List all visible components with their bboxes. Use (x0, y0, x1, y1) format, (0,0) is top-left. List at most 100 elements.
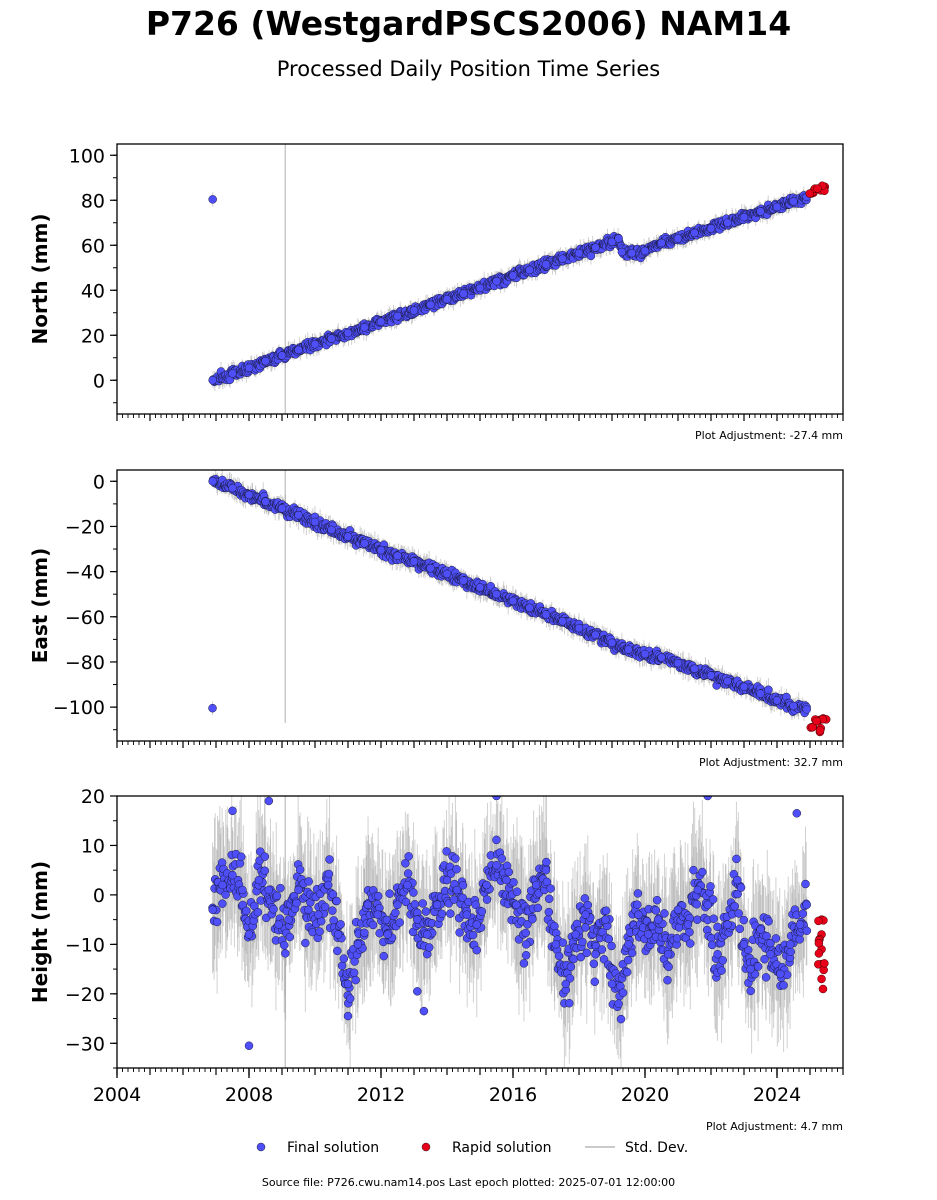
x-tick-label: 2012 (357, 1084, 405, 1106)
final-point (753, 962, 763, 971)
y-tick-label: 60 (81, 235, 105, 257)
y-tick-label: −100 (53, 697, 105, 719)
final-point (574, 623, 584, 633)
final-point (337, 961, 347, 970)
final-point (432, 900, 442, 910)
y-tick-label: −60 (65, 607, 105, 629)
final-point (544, 894, 554, 904)
final-point (607, 237, 617, 247)
final-point (764, 685, 773, 695)
plot-adjustment-label: Plot Adjustment: 32.7 mm (699, 756, 843, 769)
final-point (310, 340, 320, 349)
final-point (672, 934, 682, 943)
final-point (607, 979, 617, 989)
final-point (591, 243, 600, 252)
final-point (607, 941, 616, 951)
final-point (583, 900, 593, 910)
rapid-point (808, 723, 817, 732)
final-point (591, 950, 600, 959)
final-point (512, 900, 521, 910)
final-point (693, 885, 703, 895)
final-point (673, 234, 683, 243)
final-point (508, 271, 518, 280)
final-point (279, 940, 289, 950)
final-point (633, 900, 642, 909)
final-point (419, 1006, 429, 1016)
final-point (723, 676, 732, 686)
final-point (376, 317, 386, 326)
final-point (541, 260, 551, 269)
final-point (772, 696, 782, 705)
final-point (294, 510, 303, 520)
final-point (519, 959, 529, 968)
final-point (569, 954, 578, 964)
final-point (590, 977, 600, 987)
final-point (294, 885, 303, 895)
final-point (472, 920, 481, 929)
final-point (442, 875, 452, 885)
final-point (589, 959, 599, 969)
final-point (771, 934, 781, 943)
final-point (228, 483, 237, 493)
final-point (739, 940, 749, 949)
final-point (707, 940, 717, 950)
x-tick-label: 2016 (489, 1084, 537, 1106)
final-point (403, 880, 412, 890)
final-solution-points (208, 191, 811, 386)
final-point (292, 898, 301, 908)
legend-marker (421, 1142, 431, 1152)
final-point (284, 915, 293, 924)
final-point (208, 376, 217, 385)
final-point (776, 969, 785, 979)
panel-1: 0 20 40 60 80 100 North (mm) Plot Adjustment: -… (28, 143, 844, 442)
final-point (644, 930, 653, 939)
rapid-point (817, 974, 826, 984)
final-point (452, 865, 461, 874)
y-axis-label: North (mm) (28, 213, 52, 344)
x-tick-label: 2008 (225, 1084, 273, 1106)
final-point (673, 905, 683, 914)
final-point (274, 920, 283, 929)
final-point (528, 914, 537, 924)
final-point (339, 954, 349, 963)
x-tick-label: 2020 (621, 1084, 669, 1106)
plot-adjustment-label: Plot Adjustment: 4.7 mm (706, 1120, 843, 1133)
final-point (269, 904, 278, 914)
final-point (208, 703, 217, 713)
rapid-solution-points (806, 714, 831, 737)
final-point (663, 975, 672, 985)
final-point (468, 930, 478, 940)
final-point (525, 265, 534, 275)
final-point (674, 923, 684, 932)
plot-area (208, 144, 830, 414)
final-point (692, 900, 702, 909)
final-solution-points (208, 796, 812, 1050)
final-point (550, 921, 559, 931)
y-axis-label: Height (mm) (28, 861, 52, 1003)
final-point (597, 945, 607, 954)
final-point (459, 576, 468, 585)
final-point (410, 900, 420, 909)
final-point (581, 923, 590, 932)
rapid-point (818, 984, 828, 994)
plot-adjustment-label: Plot Adjustment: -27.4 mm (695, 429, 843, 442)
final-point (452, 885, 462, 895)
final-point (261, 356, 270, 366)
final-point (208, 905, 217, 914)
final-point (343, 979, 353, 989)
page-subtitle: Processed Daily Position Time Series (276, 57, 661, 81)
y-tick-label: −20 (65, 516, 105, 538)
final-point (360, 323, 369, 332)
final-point (541, 610, 551, 619)
final-point (746, 964, 755, 974)
final-point (393, 900, 402, 910)
final-point (586, 251, 596, 261)
final-point (785, 940, 795, 949)
final-point (706, 882, 715, 891)
final-point (802, 900, 811, 910)
rapid-point (815, 726, 825, 735)
final-point (208, 195, 217, 204)
final-point (327, 525, 336, 535)
final-point (310, 517, 320, 527)
x-tick-label: 2004 (93, 1084, 141, 1106)
